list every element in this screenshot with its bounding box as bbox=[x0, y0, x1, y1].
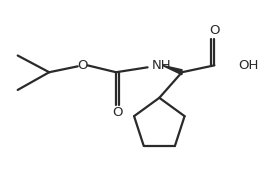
Text: O: O bbox=[112, 106, 122, 119]
Text: O: O bbox=[209, 24, 220, 37]
Polygon shape bbox=[162, 65, 182, 75]
Text: NH: NH bbox=[151, 59, 171, 72]
Text: OH: OH bbox=[238, 59, 258, 72]
Text: O: O bbox=[77, 59, 88, 72]
